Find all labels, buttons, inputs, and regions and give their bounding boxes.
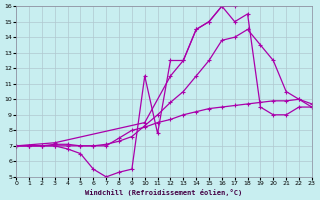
- X-axis label: Windchill (Refroidissement éolien,°C): Windchill (Refroidissement éolien,°C): [85, 189, 243, 196]
